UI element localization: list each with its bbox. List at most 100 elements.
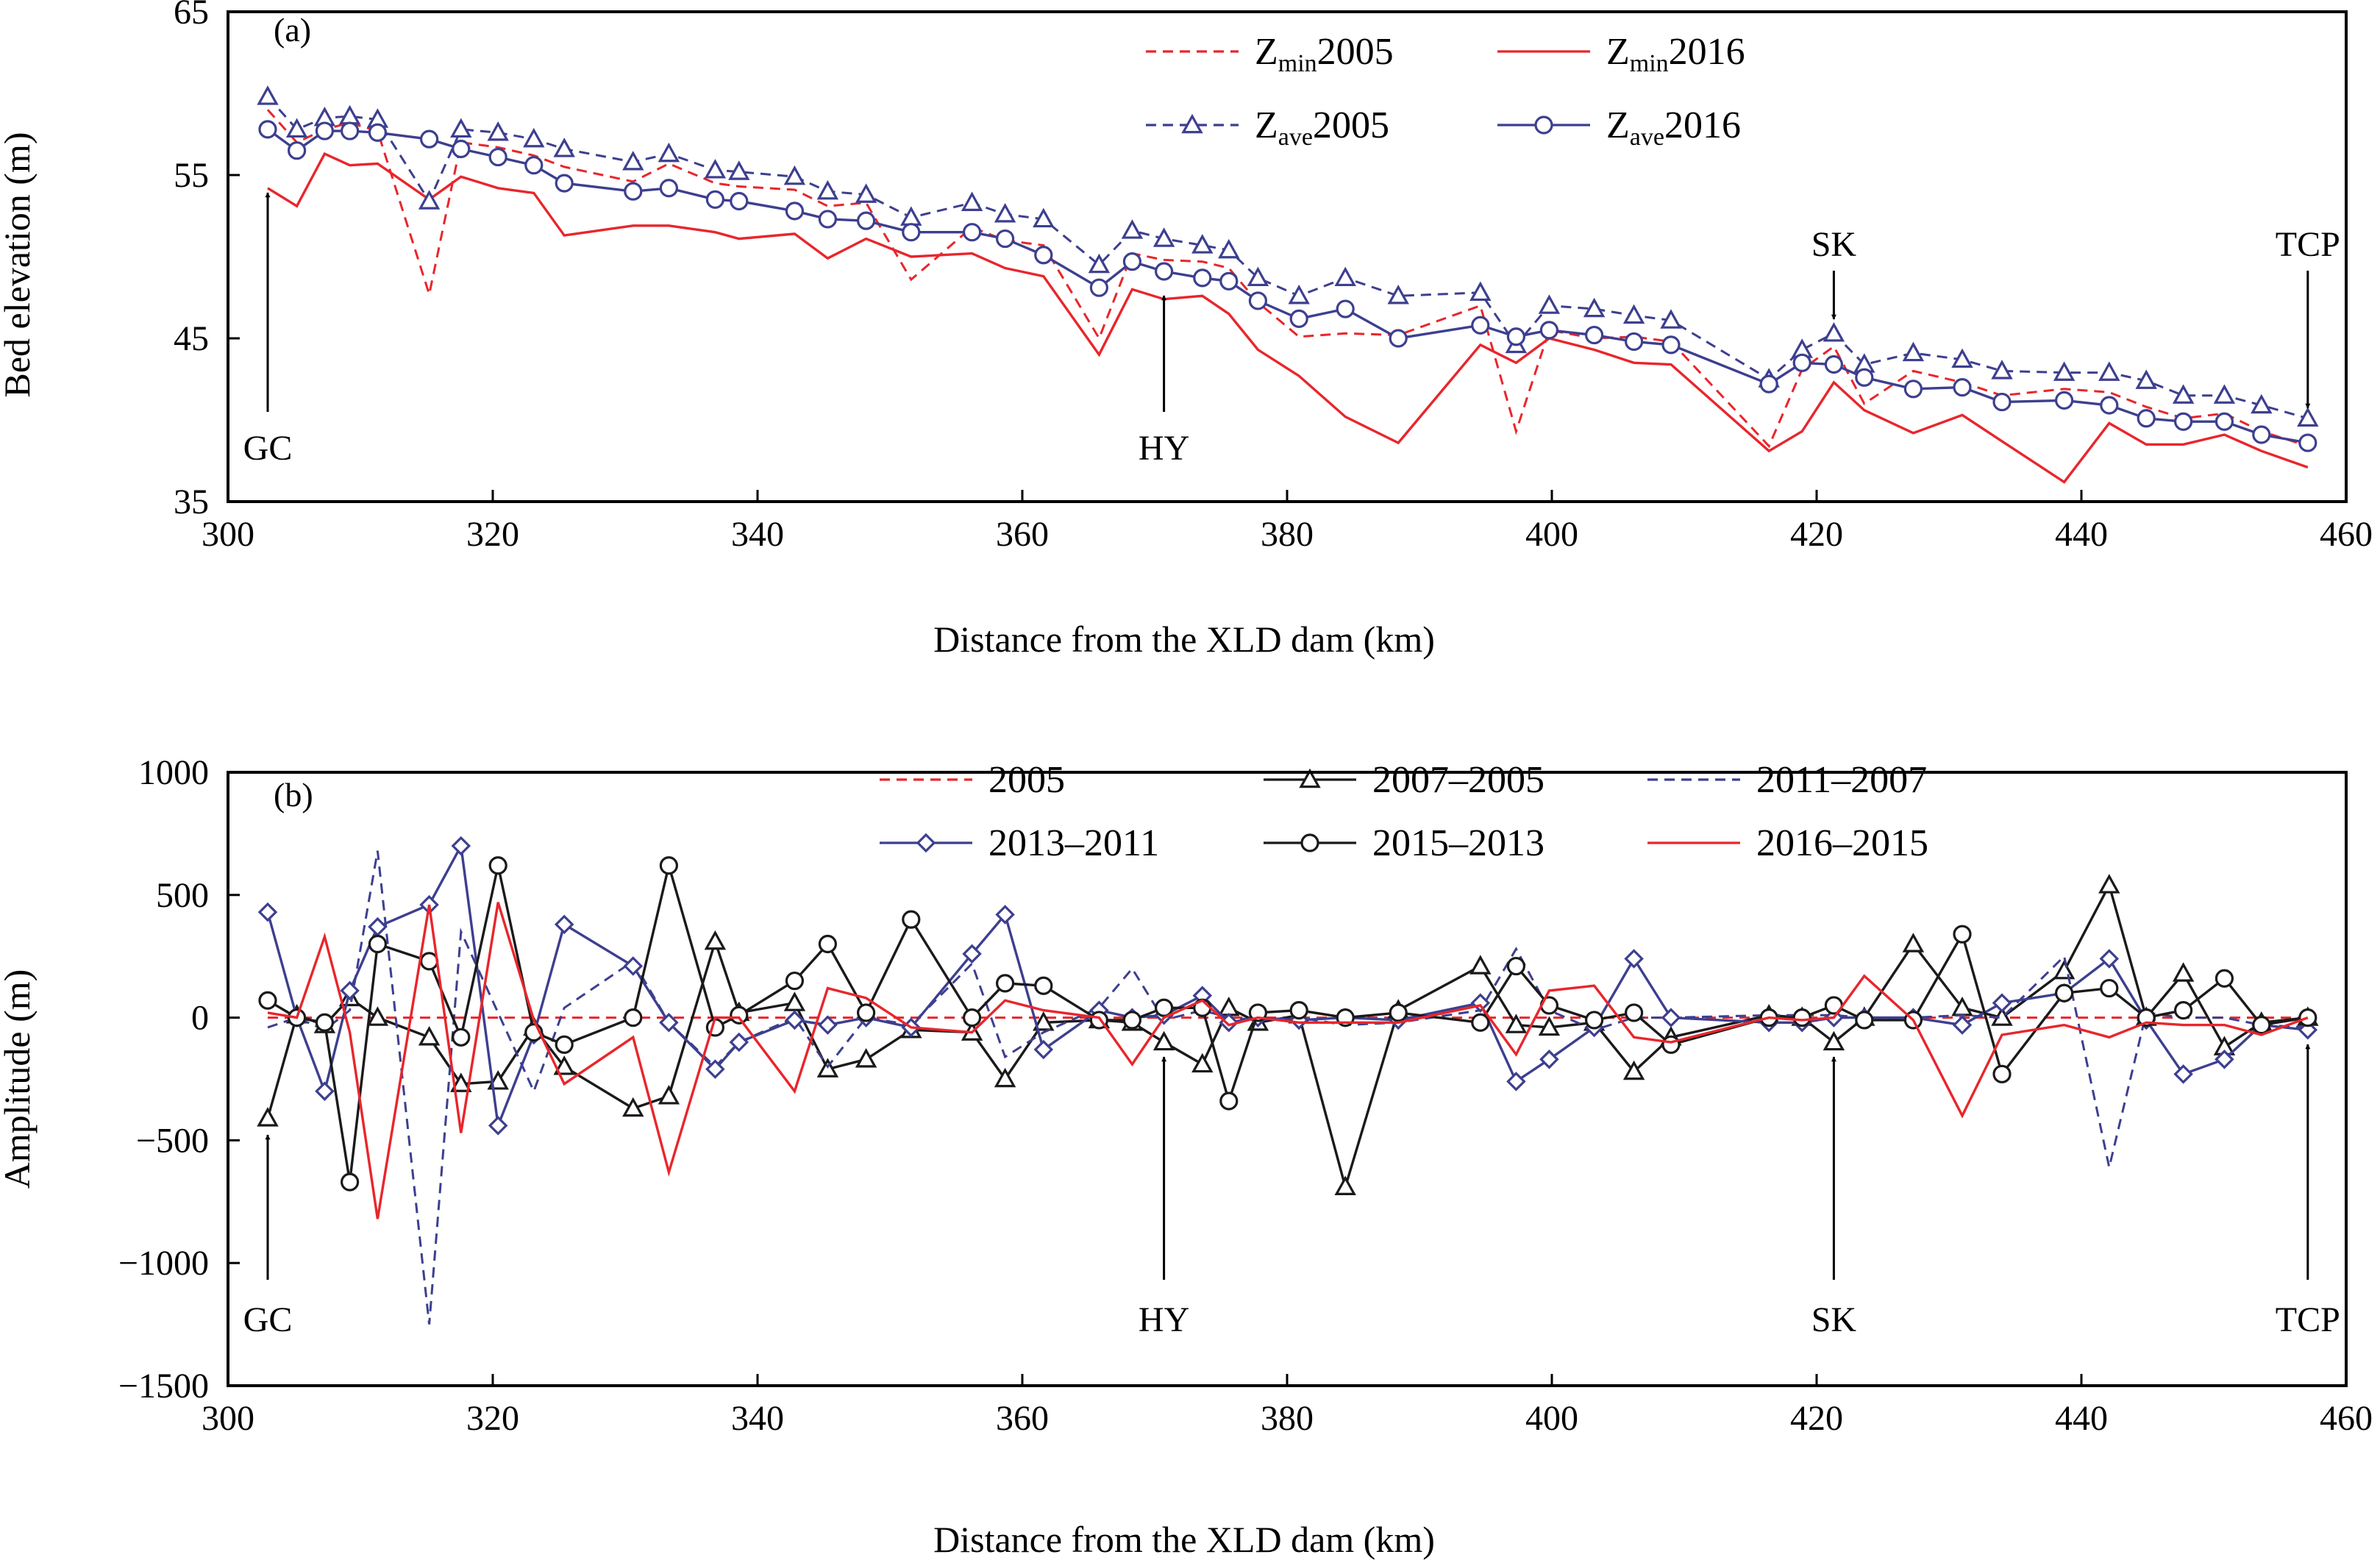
data-point-marker [1539,1050,1559,1069]
data-point-marker [1152,227,1175,247]
data-point-marker [419,129,439,149]
data-point-marker [553,1055,575,1075]
data-point-marker [555,174,574,193]
legend-item-4: 2015–2013 [1264,822,1544,864]
data-point-marker [902,910,921,929]
annotation-sk: SK [1811,1056,1856,1339]
y-tick-label: −500 [136,1121,209,1160]
data-point-marker [783,991,806,1011]
data-point-marker [622,150,644,171]
data-point-marker [1154,998,1174,1017]
data-point-marker [1248,291,1268,310]
annotation-label: SK [1811,225,1857,264]
annotation-gc: GC [243,1134,293,1339]
data-point-marker [1088,253,1111,274]
data-point-marker [623,956,644,976]
data-point-marker [1506,1072,1526,1091]
data-point-marker [2215,1050,2234,1069]
data-point-marker [1089,278,1109,297]
legend-item-1: Zmin2016 [1497,31,1745,77]
data-point-marker [366,1006,389,1026]
data-point-marker [855,183,877,203]
data-point-marker [341,121,360,140]
data-point-marker [341,1172,360,1192]
data-point-marker [704,930,727,950]
data-point-marker [1033,1039,1054,1060]
panel-b-label: (b) [274,776,313,813]
x-tick-label: 420 [1790,515,1843,554]
data-point-marker [315,1081,335,1101]
data-point-marker [1191,234,1214,254]
x-tick-label: 460 [2320,1399,2373,1438]
data-point-marker [1471,1013,1490,1032]
data-point-marker [705,1059,725,1079]
data-point-marker [1759,374,1778,393]
data-point-marker [1953,377,1972,397]
legend-label: Zave2005 [1255,104,1389,151]
panel-b-amplitude-chart: (b) Distance from the XLD dam (km) Ampli… [0,753,2373,1560]
panel-a-series [257,85,2319,484]
data-point-marker [1625,1003,1644,1022]
data-point-marker [1824,355,1843,374]
data-point-marker [418,1025,441,1046]
legend-label: 2015–2013 [1372,822,1544,864]
data-point-marker [729,1032,749,1053]
data-point-marker [340,980,360,1001]
legend-label: 2013–2011 [988,822,1159,864]
data-point-marker [2100,396,2119,415]
annotation-label: HY [1139,1300,1189,1339]
y-tick-label: −1500 [118,1367,209,1406]
data-point-marker [995,229,1015,249]
data-point-marker [1902,341,1925,362]
data-point-marker [1792,1008,1811,1027]
annotation-gc: GC [243,192,292,468]
data-point-marker [2215,412,2234,431]
series-line [267,850,2308,1325]
series-line [267,902,2309,1219]
data-point-marker [961,191,983,211]
data-point-marker [1823,1030,1845,1051]
legend-item-3: 2013–2011 [880,822,1159,864]
series-line [266,841,2308,1131]
data-point-marker [1855,368,1874,387]
data-point-marker [2053,361,2076,381]
legend-item-3: Zave2016 [1497,104,1741,151]
data-point-marker [487,121,509,141]
data-point-marker [855,1048,877,1068]
data-point-marker [1505,1014,1528,1033]
series-line [267,152,2309,484]
annotation-label: GC [243,1300,293,1339]
data-point-marker [1992,392,2012,412]
data-point-marker [1585,325,1604,345]
data-point-marker [368,916,388,937]
data-point-marker [257,85,279,105]
data-point-marker [488,147,507,167]
data-point-marker [1660,309,1682,329]
data-point-marker [1389,329,1408,348]
data-point-marker [257,1107,279,1127]
data-point-marker [856,211,876,230]
annotation-hy: HY [1139,1056,1189,1339]
legend-item-0: Zmin2005 [1146,31,1394,77]
panel-b-ylabel: Amplitude (m) [0,969,38,1189]
data-point-marker [2055,983,2074,1002]
data-point-marker [730,1005,749,1025]
x-tick-label: 360 [996,1399,1049,1438]
data-point-marker [1992,1064,2012,1083]
data-point-marker [1218,996,1240,1016]
data-point-marker [785,202,805,221]
y-tick-label: 500 [156,876,209,915]
data-point-marker [1219,271,1239,291]
panel-a-legend: Zmin2005 Zmin2016 Zave2005 Zave2016 [1146,31,1745,151]
data-point-marker [553,138,575,157]
panel-a-xlabel: Distance from the XLD dam (km) [933,619,1435,660]
data-point-marker [1622,304,1645,324]
data-point-marker [555,1035,574,1054]
data-point-marker [1469,281,1492,302]
data-point-marker [1334,266,1356,287]
legend-item-2: 2011–2007 [1647,759,1927,801]
x-tick-label: 340 [731,515,784,554]
data-point-marker [705,190,725,209]
data-point-marker [2099,949,2120,969]
data-point-marker [785,1010,805,1030]
